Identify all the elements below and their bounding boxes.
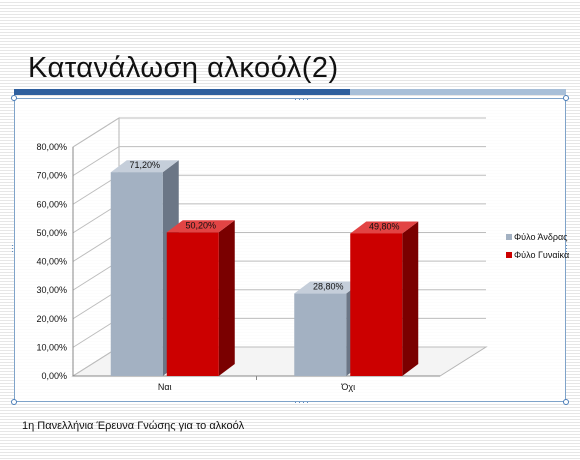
y-tick-label: 80,00% [36,142,67,152]
slide-title: Κατανάλωση αλκοόλ(2) [28,52,339,84]
y-tick-label: 50,00% [36,228,67,238]
resize-handle-bottom-right[interactable] [563,399,569,405]
gridline [72,146,486,177]
bar [350,233,403,376]
data-label: 28,80% [313,282,344,292]
bar-top-face [294,281,363,294]
legend-label: Φύλο Γυναίκα [514,250,569,260]
legend-swatch [506,252,512,258]
data-label: 49,80% [369,221,400,231]
bar-side-face [402,221,419,376]
bar-side-face [218,220,235,376]
bar-top-face [350,221,419,234]
resize-handle-left[interactable]: · · · [11,240,15,256]
y-tick-label: 70,00% [36,171,67,181]
resize-handle-top-right[interactable] [563,95,569,101]
resize-handle-top[interactable]: ···· [294,94,310,104]
title-underline-bar [14,89,350,95]
y-tick-label: 60,00% [36,199,67,209]
bar-top-face [110,160,179,173]
resize-handle-bottom[interactable]: ···· [294,397,310,407]
footer-source-text: 1η Πανελλήνια Έρευνα Γνώσης για το αλκοό… [22,420,245,432]
bar [294,293,347,376]
x-tick-label: Ναι [158,382,172,392]
y-tick-label: 30,00% [36,285,67,295]
y-tick-label: 20,00% [36,314,67,324]
bar-top-face [166,220,235,233]
y-tick-label: 40,00% [36,257,67,267]
gridline [72,117,486,148]
legend-label: Φύλο Άνδρας [514,232,568,242]
bar [110,172,163,376]
y-tick-label: 0,00% [41,371,67,381]
bar [166,232,219,376]
x-tick-label: Όχι [340,382,355,392]
legend-swatch [506,234,512,240]
data-label: 71,20% [129,160,160,170]
resize-handle-bottom-left[interactable] [11,399,17,405]
resize-handle-top-left[interactable] [11,95,17,101]
resize-handle-right[interactable]: · · · [565,240,569,256]
data-label: 50,20% [185,220,216,230]
y-tick-label: 10,00% [36,342,67,352]
title-underline-bar-light [350,89,566,95]
